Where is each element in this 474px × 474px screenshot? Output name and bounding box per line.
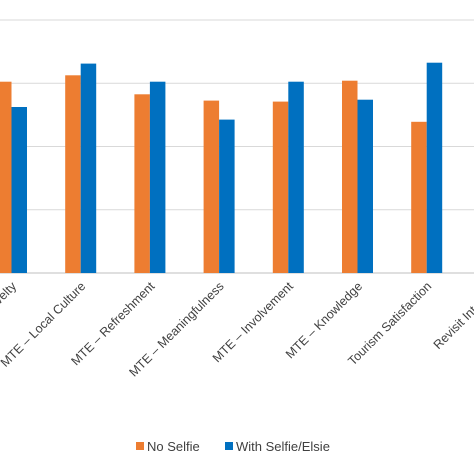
bar-no-selfie-6 [411,121,427,273]
bar-no-selfie-2 [134,94,150,273]
legend: No Selfie With Selfie/Elsie [136,439,330,454]
x-tick-label-7: Revisit Intention [431,279,474,352]
bar-with-selfie-0 [11,107,27,273]
bar-with-selfie-4 [288,81,304,273]
bar-no-selfie-1 [65,75,81,273]
bar-with-selfie-1 [80,63,97,273]
legend-label-1: With Selfie/Elsie [236,439,330,454]
bar-no-selfie-4 [272,101,289,273]
legend-swatch-1 [225,442,233,450]
bar-with-selfie-5 [357,99,373,273]
bar-with-selfie-3 [219,119,235,273]
bar-with-selfie-2 [149,81,166,273]
bar-no-selfie-0 [0,81,12,273]
bar-with-selfie-6 [426,62,443,274]
bars [0,62,443,274]
bar-no-selfie-3 [203,100,220,273]
x-tick-label-0: MTE – Novelty [0,279,20,347]
x-tick-label-5: MTE – Knowledge [283,279,365,361]
bar-no-selfie-5 [342,80,358,273]
legend-swatch-0 [136,442,144,450]
legend-label-0: No Selfie [147,439,200,454]
